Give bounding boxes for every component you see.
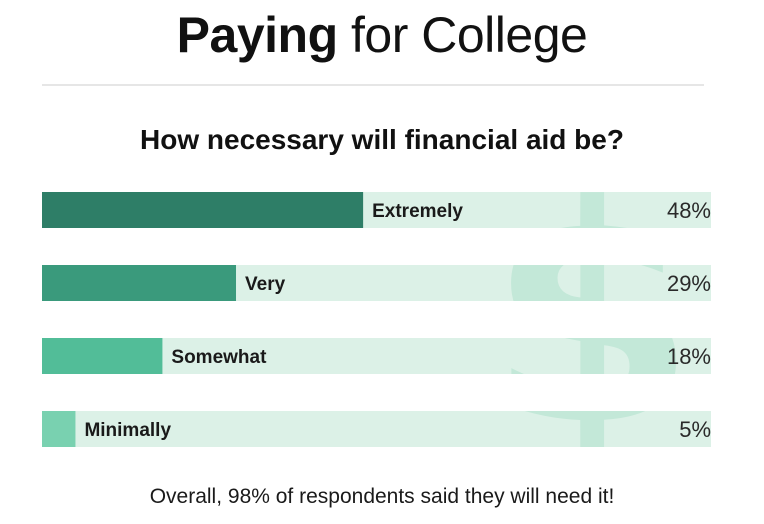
dollar-watermark-icon: $ bbox=[488, 142, 697, 491]
bar-very bbox=[42, 265, 237, 301]
bar-extremely bbox=[42, 192, 364, 228]
bar-somewhat bbox=[42, 338, 163, 374]
title-rest: for College bbox=[337, 7, 588, 63]
bar-minimally bbox=[42, 411, 76, 447]
footer-note: Overall, 98% of respondents said they wi… bbox=[149, 485, 615, 508]
bar-label-very: Very bbox=[245, 274, 286, 295]
bar-value-extremely: 48% bbox=[667, 198, 711, 223]
svg-text:$: $ bbox=[488, 142, 697, 491]
page-title: Paying for College bbox=[0, 6, 764, 64]
title-bold: Paying bbox=[176, 7, 338, 63]
bar-value-somewhat: 18% bbox=[667, 344, 711, 369]
chart-question: How necessary will financial aid be? bbox=[140, 124, 624, 155]
bar-track-minimally bbox=[42, 411, 711, 447]
title-divider bbox=[42, 84, 704, 86]
bar-value-very: 29% bbox=[667, 271, 711, 296]
bar-label-extremely: Extremely bbox=[372, 201, 463, 222]
bar-label-somewhat: Somewhat bbox=[171, 347, 267, 368]
bar-value-minimally: 5% bbox=[679, 417, 711, 442]
bar-label-minimally: Minimally bbox=[84, 420, 171, 441]
